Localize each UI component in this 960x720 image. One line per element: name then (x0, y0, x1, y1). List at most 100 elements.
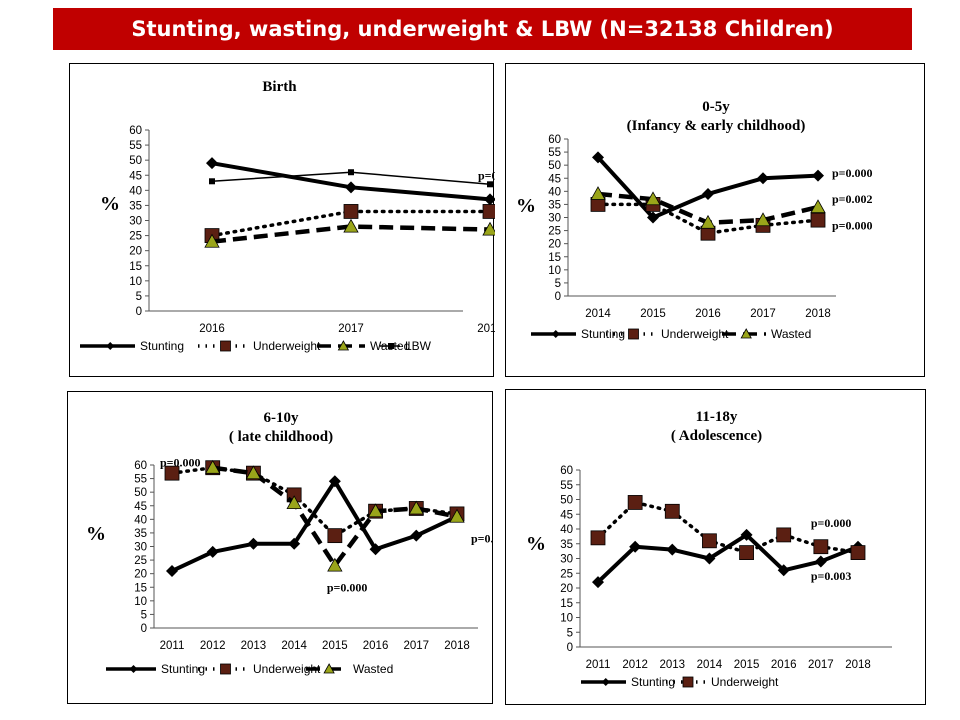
legend-marker-wasted (337, 340, 350, 351)
p-value-annotation: p=0.000 (832, 166, 873, 180)
data-point-stunting (206, 157, 218, 170)
data-point-stunting (666, 543, 679, 556)
data-point-wasted (204, 233, 220, 248)
page-title: Stunting, wasting, underweight & LBW (N=… (131, 17, 834, 41)
y-tick-label: 25 (134, 555, 147, 567)
data-point-underweight (664, 503, 680, 519)
y-tick-label: 30 (560, 554, 573, 566)
legend: StuntingUnderweightWastedLBW (80, 339, 432, 353)
y-tick-label: 15 (548, 252, 561, 264)
legend-marker-underweight (220, 340, 231, 352)
series-wasted (205, 459, 465, 572)
chart-title: 0-5y (702, 99, 730, 115)
x-tick-label: 2017 (808, 659, 834, 671)
x-tick-label: 2016 (695, 308, 721, 320)
y-tick-label: 40 (129, 185, 142, 197)
p-value-annotation: p=0.000 (811, 516, 852, 530)
chart-panel-birth: Birth 0 5 10 15 20 25 30 35 40 45 50 55 60 2016 2017 201… (69, 63, 495, 377)
y-tick-label: 55 (548, 147, 561, 159)
data-point-wasted (810, 199, 826, 214)
x-tick-label: 2011 (160, 640, 185, 652)
y-tick-label: 60 (548, 134, 561, 146)
x-tick-label: 2013 (659, 659, 685, 671)
data-point-underweight (813, 539, 829, 555)
chart-subtitle: ( late childhood) (229, 429, 333, 445)
p-value-annotation: p=0.000 (327, 580, 368, 594)
chart-birth: Birth 0 5 10 15 20 25 30 35 40 45 50 55 60 2016 2017 201… (80, 79, 495, 353)
y-tick-label: 10 (560, 613, 573, 625)
y-tick-label: 45 (548, 173, 561, 185)
data-point-stunting (592, 576, 604, 589)
x-tick-label: 2015 (734, 659, 760, 671)
chart-title: 6-10y (264, 410, 299, 426)
legend-label-lbw: LBW (405, 339, 432, 353)
chart-0-5y: 0-5y(Infancy & early childhood)051015202… (516, 99, 873, 341)
x-tick-label: 2018 (477, 323, 495, 335)
series-stunting (166, 475, 463, 577)
y-tick-label: 10 (548, 265, 561, 277)
chart-11-18y: 11-18y ( Adolescence) 0 5 10 15 20 25 30 35 40 45 50… (526, 409, 892, 689)
data-point-underweight (164, 465, 180, 481)
x-tick-label: 2017 (403, 640, 429, 652)
y-tick-label: 0 (136, 306, 142, 318)
x-tick-label: 2017 (750, 308, 776, 320)
legend-marker-stunting (129, 665, 138, 673)
data-point-wasted (482, 221, 495, 236)
y-tick-label: 40 (560, 524, 573, 536)
data-point-underweight (776, 527, 792, 543)
x-tick-label: 2012 (200, 640, 226, 652)
series-wasted (204, 218, 495, 248)
y-tick-label: 15 (129, 261, 142, 273)
legend-label-underweight: Underweight (253, 662, 321, 676)
data-point-underweight (482, 204, 495, 219)
series-line-stunting (596, 155, 819, 220)
y-axis-label: % (86, 523, 106, 545)
y-tick-label: 45 (560, 509, 573, 521)
y-tick-label: 15 (134, 582, 147, 594)
chart-title: 11-18y (696, 409, 738, 425)
data-point-stunting (247, 537, 260, 550)
data-point-stunting (777, 564, 790, 577)
chart-panel-6-10y: 6-10y ( late childhood) 0 5 10 15 20 25 30 35 40 45… (67, 391, 494, 704)
series-lbw (209, 169, 493, 188)
x-tick-label: 2017 (338, 323, 364, 335)
data-point-stunting (328, 475, 341, 488)
legend-label-stunting: Stunting (581, 327, 625, 341)
legend-label-stunting: Stunting (140, 339, 184, 353)
x-tick-label: 2018 (444, 640, 470, 652)
data-point-underweight (590, 530, 606, 546)
legend-marker-underweight (220, 663, 231, 675)
data-point-stunting (814, 555, 827, 568)
data-point-wasted (245, 465, 262, 480)
x-tick-label: 2013 (241, 640, 267, 652)
data-point-underweight (627, 495, 643, 510)
data-point-wasted (286, 495, 302, 510)
y-tick-label: 55 (129, 140, 142, 152)
data-point-underweight (327, 528, 343, 544)
y-tick-label: 60 (129, 125, 142, 137)
data-point-stunting (288, 537, 301, 550)
y-tick-label: 55 (134, 474, 147, 486)
y-tick-label: 0 (555, 291, 561, 303)
y-tick-label: 35 (548, 199, 561, 211)
data-point-underweight (810, 212, 826, 228)
legend-marker-lbw (388, 343, 394, 349)
y-tick-label: 5 (555, 278, 561, 290)
y-tick-label: 25 (129, 231, 142, 243)
data-point-stunting (702, 187, 714, 200)
p-value-annotation: p=0.002 (832, 192, 873, 206)
data-point-stunting (757, 172, 769, 185)
legend-marker-stunting (106, 342, 115, 350)
data-point-underweight (702, 533, 717, 549)
legend: Stunting Underweight Wasted (106, 662, 393, 676)
x-tick-label: 2018 (805, 308, 831, 320)
y-axis-label: % (516, 195, 536, 217)
x-tick-label: 2015 (322, 640, 348, 652)
y-tick-label: 55 (560, 480, 573, 492)
y-tick-label: 35 (560, 539, 573, 551)
y-tick-label: 50 (560, 495, 573, 507)
x-tick-label: 2012 (622, 659, 648, 671)
chart-subtitle: (Infancy & early childhood) (627, 118, 806, 134)
legend-label-underweight: Underweight (661, 327, 729, 341)
